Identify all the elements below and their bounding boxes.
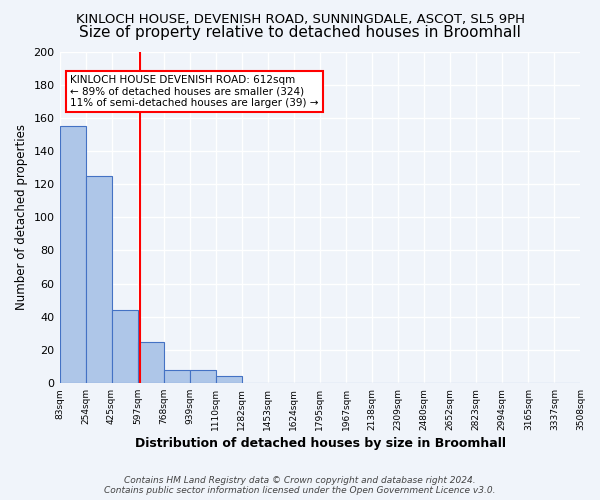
Text: KINLOCH HOUSE DEVENISH ROAD: 612sqm
← 89% of detached houses are smaller (324)
1: KINLOCH HOUSE DEVENISH ROAD: 612sqm ← 89… [70, 74, 319, 108]
Bar [190, 370, 216, 383]
Bar [86, 176, 112, 383]
Text: KINLOCH HOUSE, DEVENISH ROAD, SUNNINGDALE, ASCOT, SL5 9PH: KINLOCH HOUSE, DEVENISH ROAD, SUNNINGDAL… [76, 12, 524, 26]
Bar [164, 370, 190, 383]
Bar [112, 310, 138, 383]
Text: Size of property relative to detached houses in Broomhall: Size of property relative to detached ho… [79, 25, 521, 40]
Y-axis label: Number of detached properties: Number of detached properties [15, 124, 28, 310]
X-axis label: Distribution of detached houses by size in Broomhall: Distribution of detached houses by size … [134, 437, 506, 450]
Bar [216, 376, 242, 383]
Text: Contains HM Land Registry data © Crown copyright and database right 2024.
Contai: Contains HM Land Registry data © Crown c… [104, 476, 496, 495]
Bar [138, 342, 164, 383]
Bar [59, 126, 86, 383]
